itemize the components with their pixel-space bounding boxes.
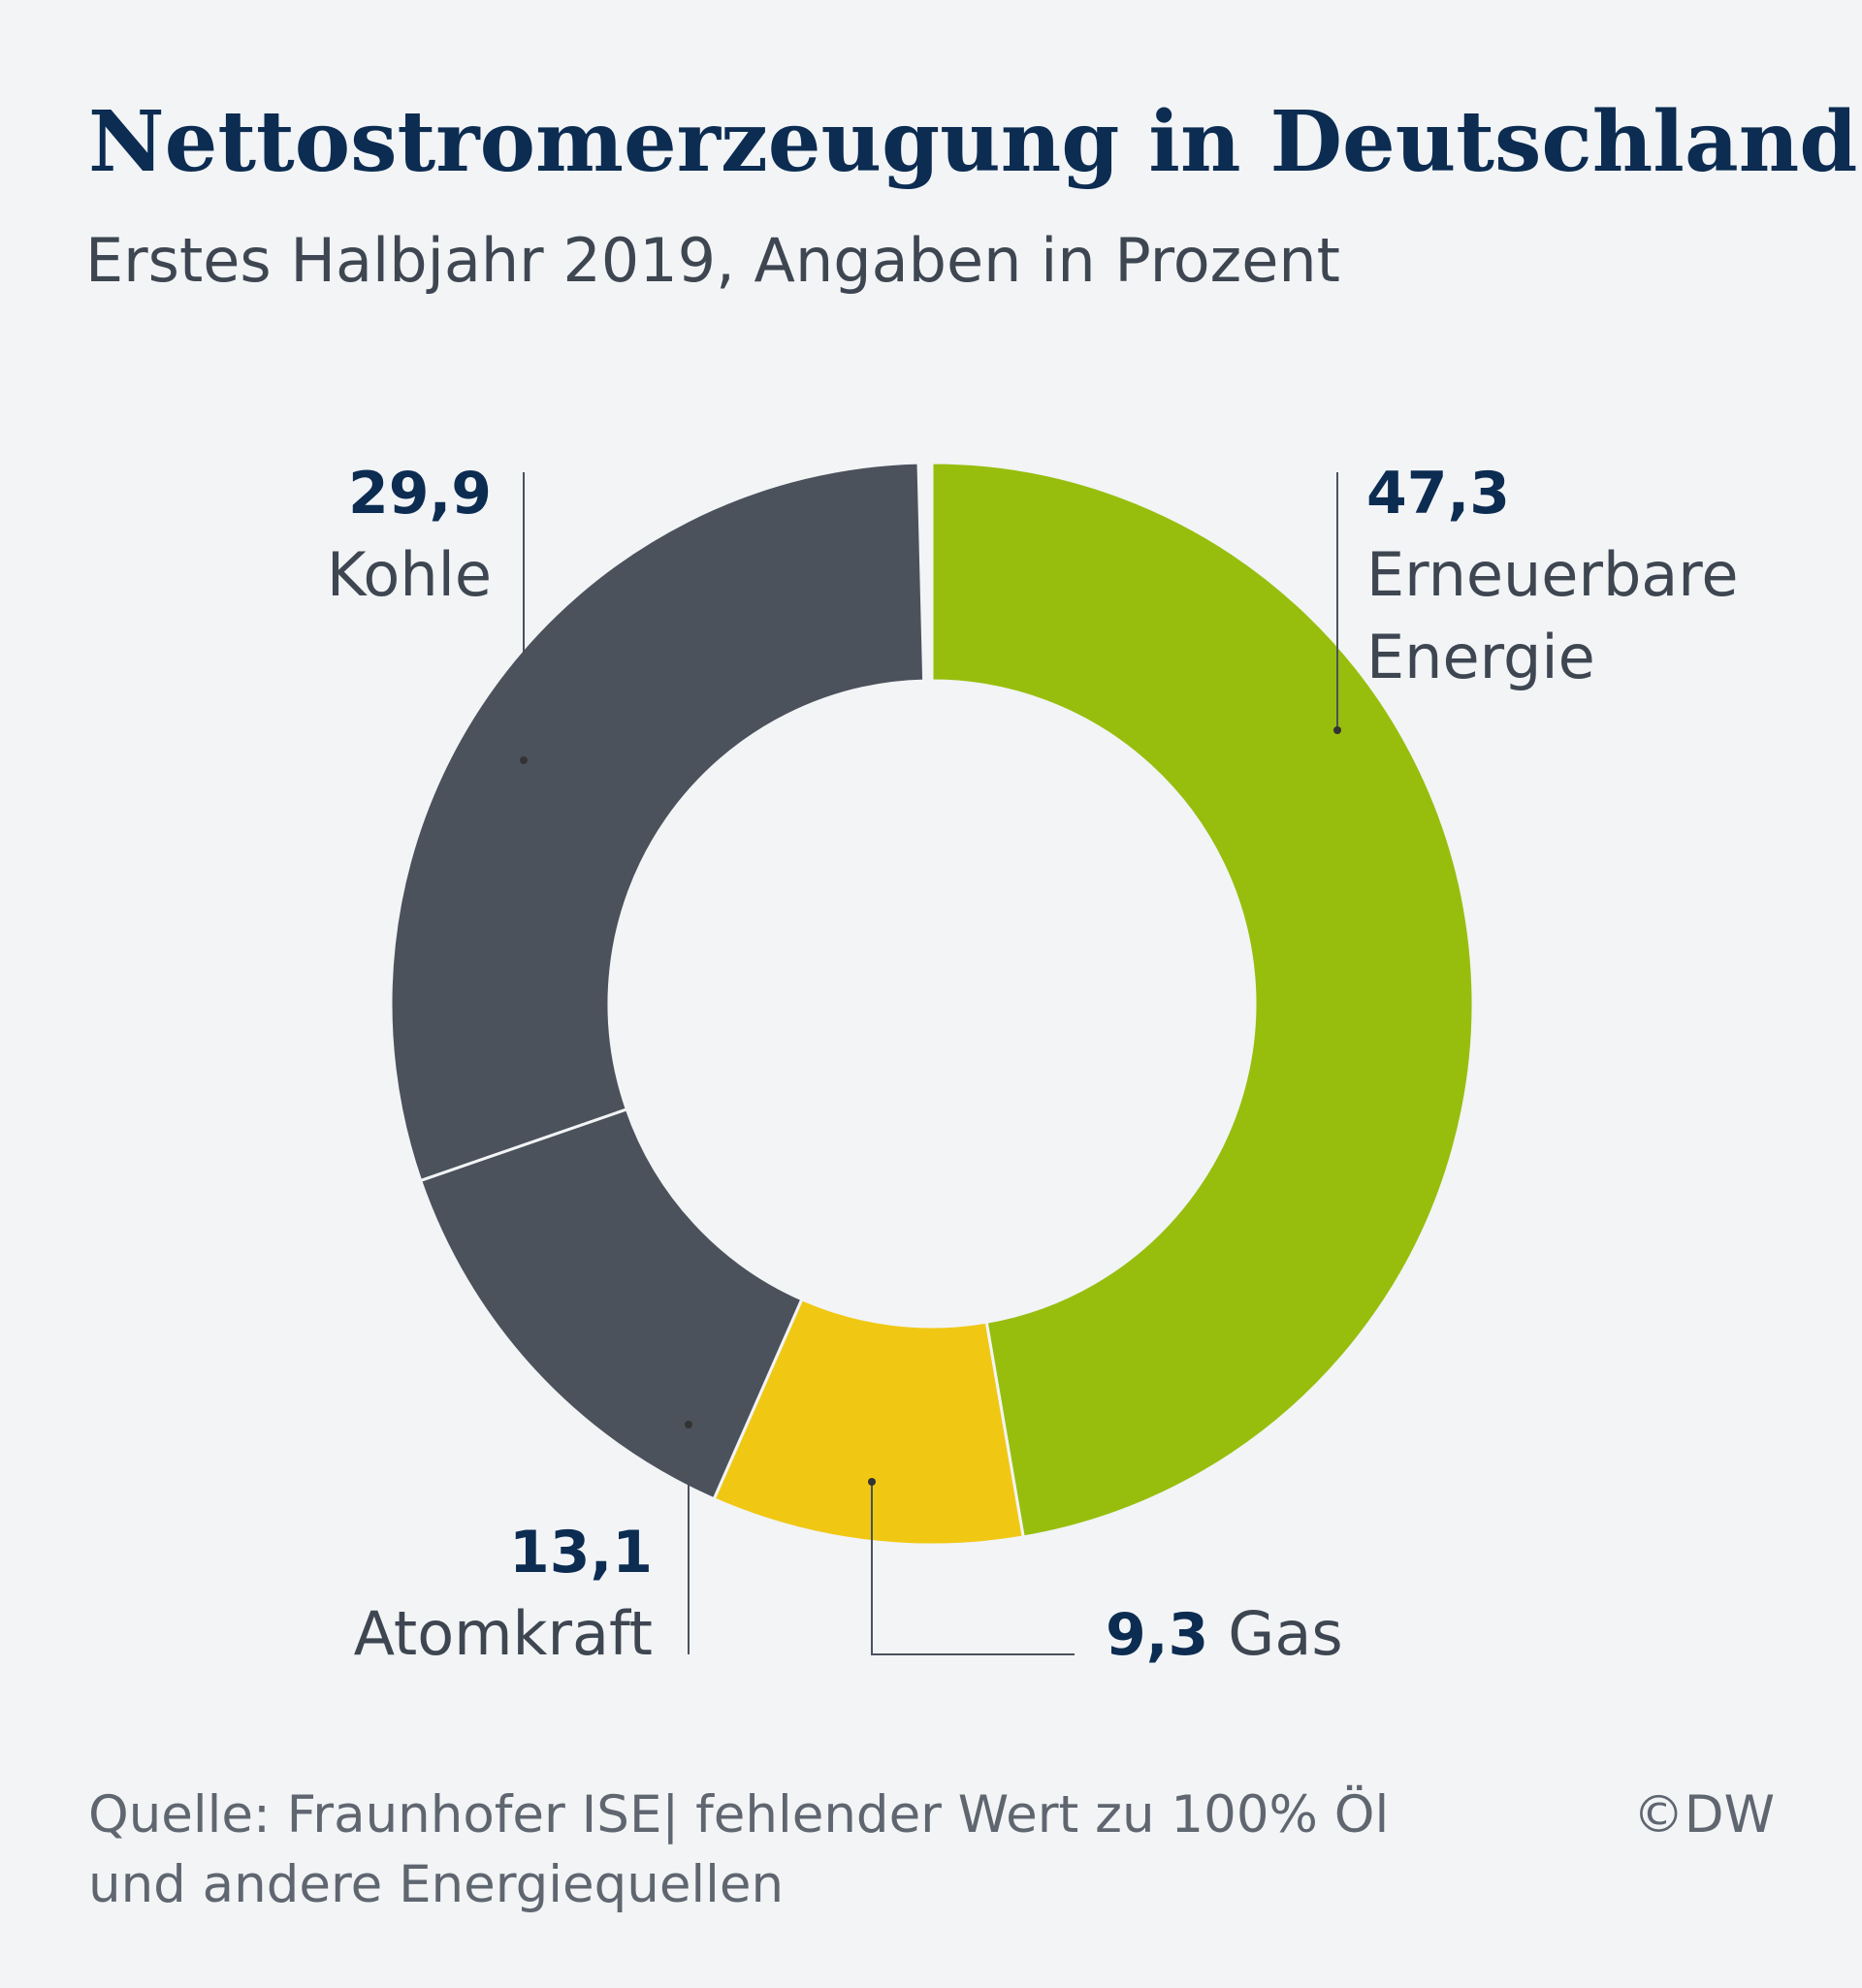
source-line-1: Quelle: Fraunhofer ISE| fehlender Wert z… [88, 1784, 1389, 1844]
slice-kohle [389, 461, 926, 1183]
value-label-gas: 9,3 [1106, 1601, 1208, 1669]
category-label-gas: Gas [1228, 1598, 1342, 1669]
chart-title: Nettostromerzeugung in Deutschland [88, 93, 1857, 191]
category-label-atomkraft: Atomkraft [354, 1598, 653, 1669]
value-label-erneuerbare: 47,3 [1366, 460, 1510, 528]
source-line-2: und andere Energiequellen [88, 1855, 784, 1914]
leader-dot-kohle [520, 756, 528, 764]
leader-line-gas [871, 1482, 1075, 1655]
svg-text:9,3 Gas: 9,3 Gas [1106, 1598, 1343, 1669]
category-label-erneuerbare-2: Energie [1366, 622, 1595, 692]
value-label-atomkraft: 13,1 [509, 1519, 653, 1587]
slice-atomkraft [418, 1106, 804, 1501]
value-label-kohle: 29,9 [348, 460, 492, 528]
category-label-kohle: Kohle [327, 539, 492, 610]
leader-dot-erneuerbare [1333, 726, 1341, 734]
leader-dot-gas [868, 1478, 876, 1486]
leader-dot-atomkraft [685, 1421, 692, 1428]
credit: ©DW [1633, 1785, 1775, 1844]
chart-subtitle: Erstes Halbjahr 2019, Angaben in Prozent [85, 225, 1340, 296]
category-label-erneuerbare-1: Erneuerbare [1366, 539, 1739, 610]
